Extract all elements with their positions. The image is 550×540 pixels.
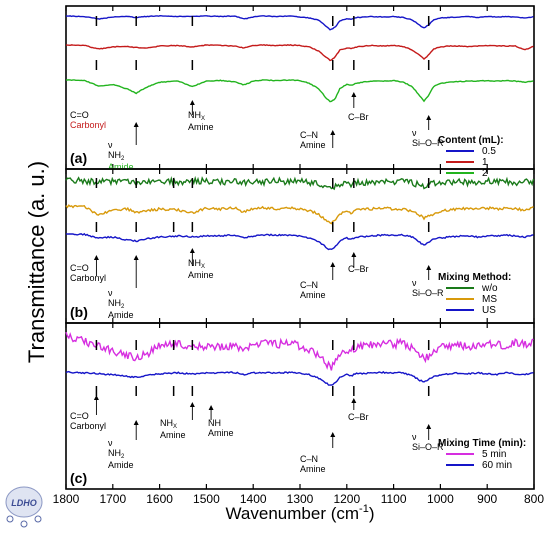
x-tick-label: 800 [524, 492, 544, 506]
series-line-2-0 [65, 331, 534, 371]
x-axis-label-end: ) [369, 504, 375, 523]
legend-title: Content (mL): [438, 135, 504, 146]
series-line-1-1 [65, 204, 534, 225]
annotation-label: C–Br [348, 264, 369, 274]
annotation-label: C–N Amine [300, 454, 326, 474]
legend-label: 0.5 [482, 146, 496, 157]
annotation-label: NHX Amine [188, 258, 214, 280]
annotation-label: C–Br [348, 412, 369, 422]
annotation-label: C=O Carbonyl [70, 263, 106, 283]
legend-label: 1 [482, 157, 488, 168]
series-line-1-0 [65, 175, 535, 191]
x-tick-label: 1500 [193, 492, 220, 506]
legend-label: MS [482, 294, 497, 305]
arrow-head [189, 248, 195, 253]
x-tick-label: 1800 [53, 492, 80, 506]
x-axis-label: Wavenumber (cm-1) [226, 503, 375, 523]
series-line-0-0 [66, 14, 534, 31]
arrow-head [208, 405, 214, 410]
annotation-label: ν NH2 Amide [108, 438, 134, 470]
x-tick-label: 1100 [381, 492, 407, 506]
legend-label: w/o [481, 283, 498, 294]
arrow-head [330, 262, 336, 267]
annotation-label: C=O Carbonyl [70, 411, 106, 431]
arrow-head [133, 122, 139, 127]
annotation-label: ν Si–O–R [412, 278, 444, 298]
annotation-label: ν Si–O–R [412, 432, 444, 452]
logo-node-bottom [20, 520, 28, 528]
legend-label: 60 min [482, 460, 512, 471]
legend-label: 2 [482, 168, 488, 179]
logo-shape [5, 486, 43, 518]
arrow-head [330, 432, 336, 437]
arrow-head [426, 115, 432, 120]
legend-title: Mixing Method: [438, 272, 511, 283]
arrow-head [189, 100, 195, 105]
series-line-2-1 [65, 370, 534, 386]
arrow-head [426, 424, 432, 429]
legend-label: 5 min [482, 449, 506, 460]
x-tick-label: 1700 [99, 492, 126, 506]
arrow-head [351, 252, 357, 257]
arrow-head [351, 92, 357, 97]
series-line-0-2 [66, 79, 534, 103]
x-tick-label: 1600 [146, 492, 173, 506]
annotation-label: NHX Amine [160, 418, 186, 440]
y-axis-label: Transmittance (a. u.) [24, 161, 49, 363]
logo-text: LDHO [11, 498, 37, 508]
x-tick-label: 1000 [427, 492, 454, 506]
x-axis: 1800 1700 1600 1500 1400 1300 1200 1100 1000 900 8… [53, 492, 545, 506]
arrow-head [426, 265, 432, 270]
arrow-head [93, 395, 99, 400]
arrow-head [133, 255, 139, 260]
series-line-1-2 [65, 232, 534, 251]
annotation-label: ν NH2 Amide [108, 140, 134, 172]
annotation-label: C=O Carbonyl [70, 110, 106, 130]
annotation-label: C–Br [348, 112, 369, 122]
annotation-label: C–N Amine [300, 280, 326, 300]
logo-node-right [34, 515, 42, 523]
arrow-head [189, 402, 195, 407]
x-axis-label-main: Wavenumber (cm [226, 504, 360, 523]
ldho-logo: LDHO [5, 486, 43, 528]
series-line-0-1 [65, 43, 534, 62]
x-axis-label-sup: -1 [359, 503, 369, 515]
annotation-label: NH Amine [208, 418, 234, 438]
x-tick-label: 1400 [240, 492, 267, 506]
arrow-head [351, 398, 357, 403]
panel-label: (a) [70, 150, 87, 166]
x-tick-label: 900 [477, 492, 497, 506]
panel-label: (b) [70, 304, 88, 320]
x-tick-label: 1300 [287, 492, 314, 506]
legend-label: US [482, 305, 496, 316]
logo-node-left [6, 515, 14, 523]
annotation-label: C–N Amine [300, 130, 326, 150]
arrow-head [330, 130, 336, 135]
arrow-head [133, 420, 139, 425]
x-tick-label: 1200 [333, 492, 360, 506]
annotation-label: ν Si–O–R [412, 128, 444, 148]
annotation-label: ν NH2 Amide [108, 288, 134, 320]
panel-label: (c) [70, 470, 87, 486]
annotation-label: NHX Amine [188, 110, 214, 132]
legend-title: Mixing Time (min): [438, 438, 526, 449]
arrow-head [93, 255, 99, 260]
